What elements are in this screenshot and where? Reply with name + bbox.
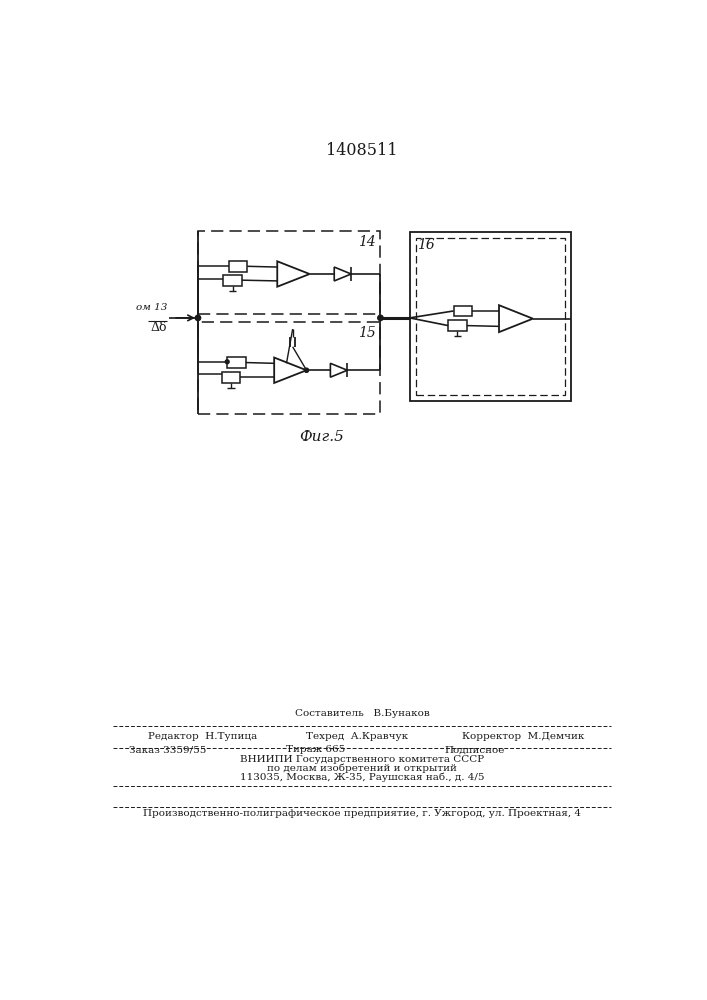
Circle shape [226, 360, 229, 364]
Bar [416, 238, 565, 395]
Text: Составитель   В.Бунаков: Составитель В.Бунаков [295, 709, 429, 718]
Bar [198, 322, 380, 414]
Text: 113035, Москва, Ж-35, Раушская наб., д. 4/5: 113035, Москва, Ж-35, Раушская наб., д. … [240, 772, 484, 782]
Circle shape [305, 368, 308, 372]
Bar [448, 320, 467, 331]
Text: 1408511: 1408511 [326, 142, 398, 159]
Bar [409, 232, 571, 401]
Bar [223, 275, 242, 286]
Text: ом 13: ом 13 [136, 304, 167, 312]
Text: Заказ 3359/55: Заказ 3359/55 [129, 745, 206, 754]
Text: Техред  А.Кравчук: Техред А.Кравчук [305, 732, 408, 741]
Text: Фиг.5: Фиг.5 [298, 430, 344, 444]
Text: Тираж 665: Тираж 665 [286, 745, 346, 754]
Circle shape [378, 315, 383, 321]
Text: Корректор  М.Демчик: Корректор М.Демчик [462, 732, 585, 741]
Bar [198, 231, 380, 314]
Bar [229, 261, 247, 272]
Bar [227, 357, 246, 368]
Text: Редактор  Н.Тупица: Редактор Н.Тупица [148, 732, 257, 741]
Text: Производственно-полиграфическое предприятие, г. Ужгород, ул. Проектная, 4: Производственно-полиграфическое предприя… [143, 808, 581, 818]
Text: ВНИИПИ Государственного комитета СССР: ВНИИПИ Государственного комитета СССР [240, 755, 484, 764]
Text: 15: 15 [358, 326, 376, 340]
Text: 14: 14 [358, 235, 376, 249]
Bar [222, 372, 240, 383]
Text: по делам изобретений и открытий: по делам изобретений и открытий [267, 764, 457, 773]
Text: Подписное: Подписное [444, 745, 505, 754]
Bar [454, 306, 472, 316]
Circle shape [305, 368, 308, 372]
Text: Δδ: Δδ [151, 321, 167, 334]
Text: 16: 16 [417, 238, 435, 252]
Circle shape [195, 315, 201, 321]
